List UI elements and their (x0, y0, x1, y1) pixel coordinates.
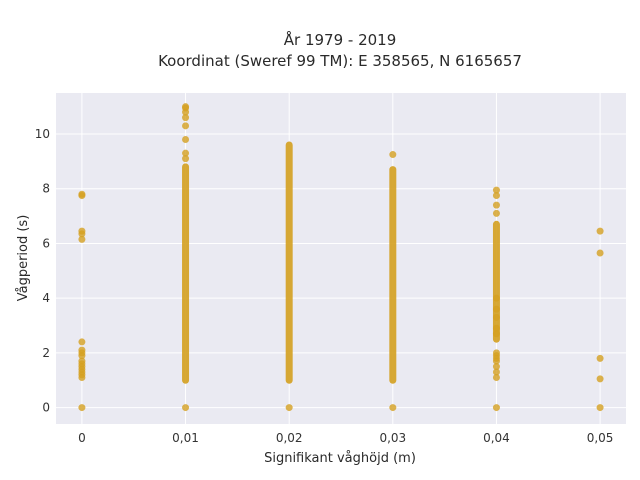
y-tick-label: 10 (35, 127, 50, 141)
data-point (78, 404, 86, 412)
x-tick-label: 0,02 (276, 431, 303, 445)
data-point (182, 136, 190, 144)
data-point (492, 186, 500, 194)
data-point (492, 373, 500, 381)
data-point (596, 354, 604, 362)
data-point (182, 103, 190, 111)
y-tick-label: 6 (42, 236, 50, 250)
data-point (285, 404, 293, 412)
data-point (182, 114, 190, 122)
x-axis-label: Signifikant våghöjd (m) (264, 451, 416, 466)
y-tick-label: 0 (42, 401, 50, 415)
data-point (182, 149, 190, 157)
data-point (492, 294, 500, 302)
y-tick-label: 8 (42, 182, 50, 196)
data-point (78, 235, 86, 243)
y-axis-ticks: 0 2 4 6 8 10 (35, 127, 50, 415)
y-tick-label: 4 (42, 291, 50, 305)
data-point (596, 249, 604, 257)
data-point (492, 201, 500, 209)
data-point (492, 192, 500, 200)
x-tick-label: 0,03 (379, 431, 406, 445)
plot-area (56, 93, 626, 424)
data-point (78, 357, 86, 365)
data-point (492, 349, 500, 357)
data-point (182, 404, 190, 412)
data-point (78, 338, 86, 346)
x-tick-label: 0,04 (483, 431, 510, 445)
chart-title: År 1979 - 2019 Koordinat (Sweref 99 TM):… (158, 30, 522, 70)
data-point (492, 330, 500, 338)
data-point (596, 404, 604, 412)
data-point (492, 305, 500, 313)
data-point (78, 346, 86, 354)
x-tick-label: 0,05 (587, 431, 614, 445)
data-point (492, 404, 500, 412)
data-point (78, 190, 86, 198)
data-points (78, 103, 604, 412)
data-point (492, 363, 500, 371)
data-point (596, 227, 604, 235)
data-point (389, 404, 397, 412)
chart-title-line-1: År 1979 - 2019 (284, 30, 397, 49)
chart-title-line-2: Koordinat (Sweref 99 TM): E 358565, N 61… (158, 52, 522, 70)
data-point (492, 209, 500, 217)
data-point (78, 227, 86, 235)
data-point (492, 313, 500, 321)
data-point (596, 375, 604, 383)
data-point (182, 155, 190, 163)
data-point (389, 151, 397, 159)
data-point (492, 324, 500, 332)
x-tick-label: 0 (78, 431, 86, 445)
x-axis-ticks: 0 0,01 0,02 0,03 0,04 0,05 (78, 431, 613, 445)
x-tick-label: 0,01 (172, 431, 199, 445)
data-point (492, 368, 500, 376)
y-axis-label: Vågperiod (s) (16, 215, 31, 302)
y-tick-label: 2 (42, 346, 50, 360)
data-point (182, 122, 190, 130)
